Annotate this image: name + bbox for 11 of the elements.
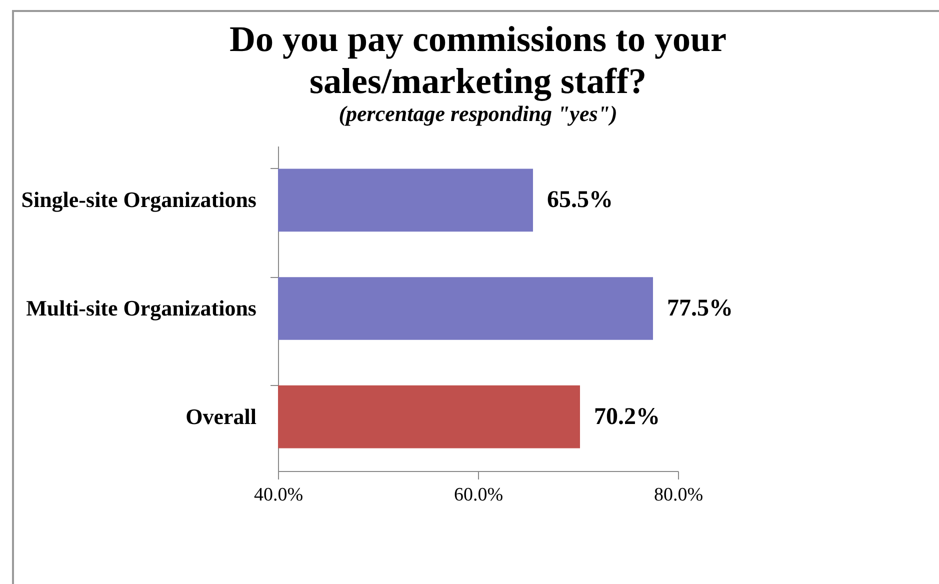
x-tick-label: 80.0% — [654, 484, 704, 506]
x-tick-label: 60.0% — [454, 484, 504, 506]
data-label: 77.5% — [667, 296, 733, 322]
y-tick-label: Multi-site Organizations — [26, 296, 257, 320]
data-label: 65.5% — [547, 187, 613, 214]
chart-title: Do you pay commissions to your sales/marketing staff? — [229, 19, 727, 101]
chart-subtitle: (percentage responding "yes") — [338, 101, 618, 126]
y-tick-label: Single-site Organizations — [21, 187, 257, 212]
data-label: 70.2% — [594, 404, 660, 430]
y-tick-label: Overall — [186, 404, 256, 429]
x-tick-label: 40.0% — [254, 484, 304, 506]
